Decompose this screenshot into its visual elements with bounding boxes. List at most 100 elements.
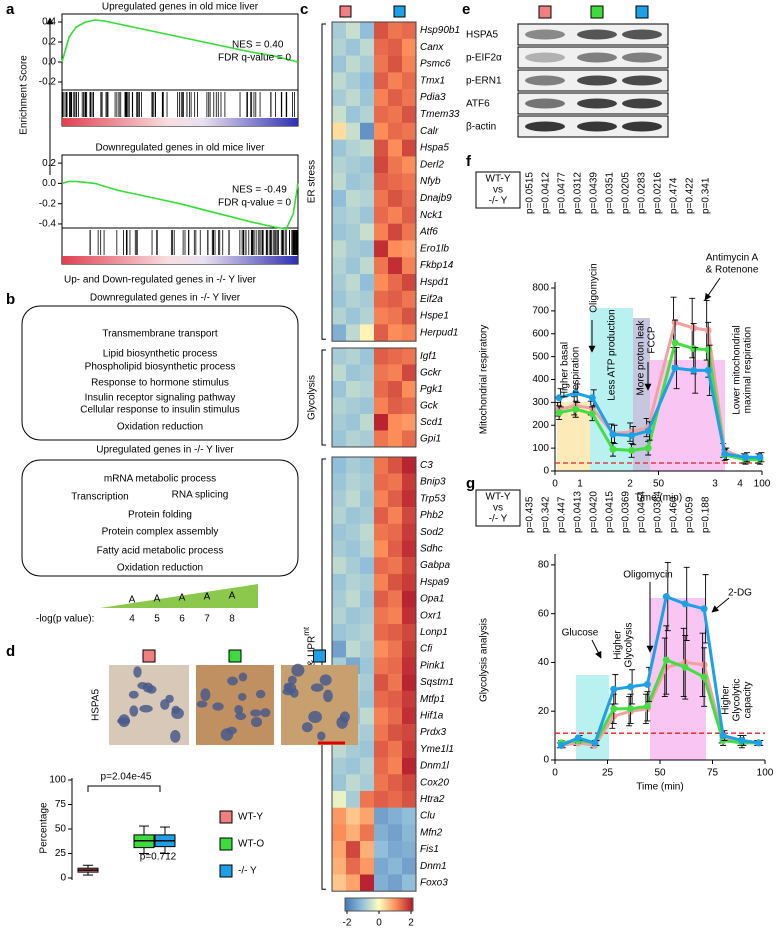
- point: [555, 394, 563, 402]
- point: [610, 705, 618, 713]
- heat-cell: [346, 414, 361, 431]
- lane-swatch: [142, 649, 156, 663]
- heat-cell: [402, 807, 417, 825]
- heat-cell: [388, 607, 403, 625]
- x-axis-label: Time (min): [636, 782, 683, 793]
- heat-cell: [402, 557, 417, 575]
- heat-cell: [360, 841, 375, 858]
- y-tick-label: 0.0: [42, 178, 56, 189]
- heat-cell: [388, 364, 403, 382]
- heat-cell: [360, 457, 375, 474]
- gene-label: Scd1: [420, 417, 443, 428]
- heat-cell: [402, 324, 417, 342]
- heat-cell: [374, 240, 389, 258]
- gene-label: Opa1: [420, 594, 444, 605]
- point: [700, 673, 708, 681]
- gene-label: Hspa5: [420, 143, 449, 154]
- point: [719, 732, 727, 740]
- point: [609, 445, 617, 453]
- heat-cell: [346, 824, 361, 842]
- heat-cell: [346, 156, 361, 174]
- point: [627, 705, 635, 713]
- heat-cell: [374, 507, 389, 524]
- heat-cell: [360, 507, 375, 524]
- heat-cell: [402, 507, 417, 524]
- heat-cell: [374, 590, 389, 608]
- y-tick-label: 0.0: [42, 57, 56, 68]
- heat-cell: [332, 223, 347, 241]
- nucleus: [287, 675, 297, 685]
- heat-cell: [402, 690, 417, 708]
- heat-cell: [360, 624, 375, 641]
- heat-cell: [346, 348, 361, 365]
- nucleus: [308, 710, 322, 724]
- heat-cell: [332, 430, 347, 448]
- heat-cell: [374, 206, 389, 224]
- point: [555, 409, 563, 417]
- band: [622, 29, 662, 40]
- heat-cell: [332, 89, 347, 107]
- heat-cell: [374, 791, 389, 808]
- gene-label: Hspe1: [420, 311, 449, 322]
- heat-cell: [360, 791, 375, 808]
- go-term: Transmembrane transport: [102, 329, 217, 340]
- point: [574, 734, 582, 742]
- annotation: FCCP: [647, 326, 658, 354]
- cloud-title: Upregulated genes in -/- Y liver: [96, 445, 234, 456]
- y-axis-label: Enrichment Score: [19, 55, 30, 135]
- nucleus: [250, 709, 262, 717]
- heat-cell: [346, 740, 361, 758]
- heat-cell: [402, 307, 417, 325]
- heat-cell: [332, 190, 347, 207]
- p-value: p=0.474: [669, 177, 680, 214]
- x-tick-label: 75: [707, 768, 719, 779]
- gene-label: Canx: [420, 42, 444, 53]
- point: [741, 453, 749, 461]
- heat-cell: [374, 540, 389, 558]
- annotation: Higher: [721, 685, 732, 715]
- heat-cell: [388, 690, 403, 708]
- gene-label: Cfi: [420, 644, 433, 655]
- heat-cell: [388, 824, 403, 842]
- heat-cell: [332, 774, 347, 792]
- heat-cell: [388, 290, 403, 308]
- lane-swatch: [635, 5, 649, 19]
- point: [662, 656, 670, 664]
- heat-cell: [402, 38, 417, 56]
- heat-cell: [402, 348, 417, 365]
- p-value: p=0.0369: [621, 491, 632, 533]
- heat-cell: [388, 257, 403, 275]
- p-value: p=0.0412: [541, 172, 552, 214]
- nucleus: [234, 705, 244, 715]
- heat-cell: [332, 55, 347, 73]
- legend-label: WT-O: [238, 839, 264, 850]
- gene-label: Bnip3: [420, 477, 446, 488]
- p-value: p=0.0312: [573, 172, 584, 214]
- term-box: [21, 459, 299, 577]
- heat-cell: [332, 573, 347, 591]
- heat-cell: [374, 106, 389, 123]
- colorbar: [344, 897, 414, 912]
- heat-cell: [346, 139, 361, 157]
- heat-cell: [374, 624, 389, 641]
- heat-cell: [388, 274, 403, 291]
- x-tick-label: 50: [653, 479, 665, 490]
- plot-title: Upregulated genes in old mice liver: [102, 2, 259, 13]
- heat-cell: [346, 430, 361, 448]
- heat-cell: [360, 657, 375, 675]
- point: [700, 605, 708, 613]
- nucleus: [146, 685, 157, 694]
- nes-label: NES = 0.40: [232, 40, 284, 51]
- gene-label: Pink1: [420, 660, 445, 671]
- heat-cell: [346, 55, 361, 73]
- heat-cell: [388, 122, 403, 140]
- heat-cell: [332, 274, 347, 291]
- heat-cell: [332, 240, 347, 258]
- nucleus: [212, 702, 224, 711]
- heat-cell: [332, 557, 347, 575]
- heat-cell: [360, 173, 375, 191]
- nucleus: [170, 730, 181, 743]
- heat-cell: [402, 791, 417, 808]
- heat-cell: [374, 89, 389, 107]
